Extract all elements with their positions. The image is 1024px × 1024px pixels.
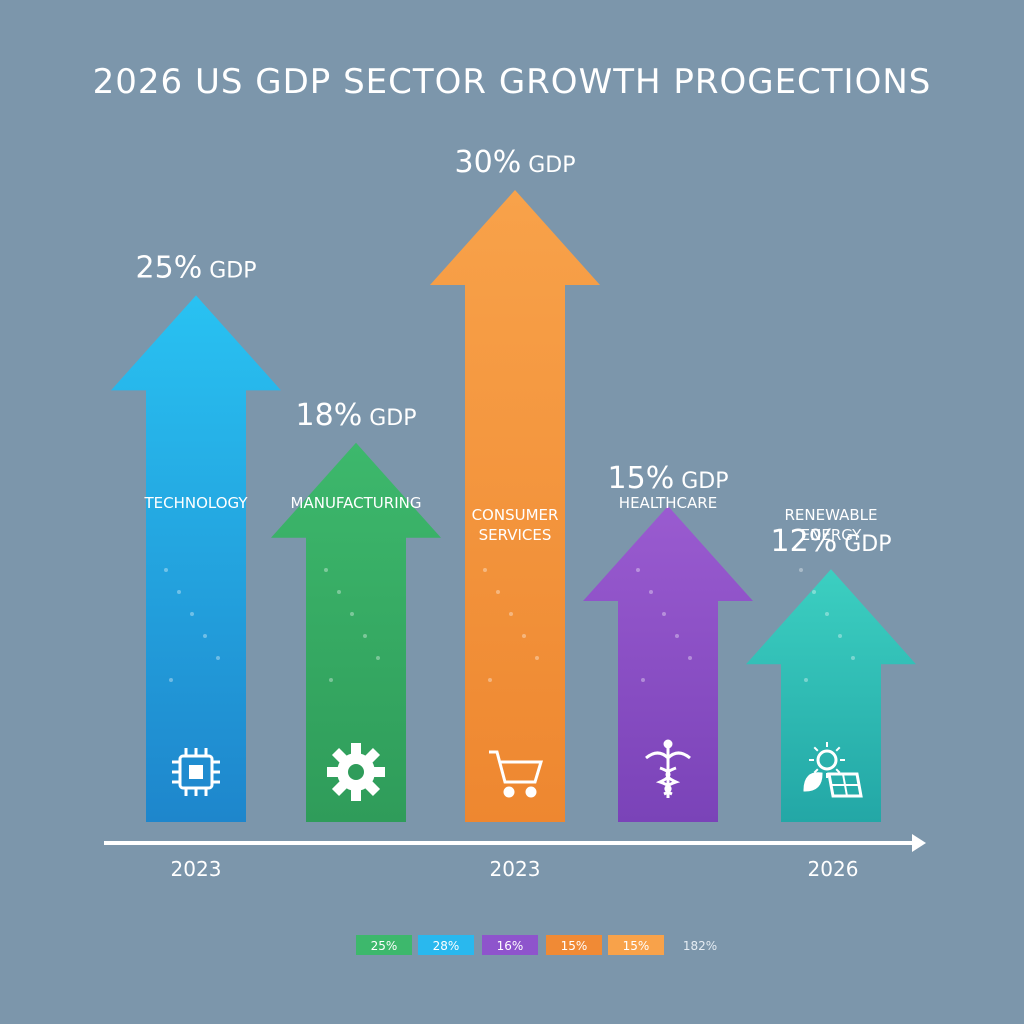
legend-item: 182% bbox=[683, 939, 717, 953]
data-label: 30% GDP bbox=[455, 145, 576, 180]
decor-dot bbox=[509, 612, 513, 616]
category-label: RENEWABLE ENERGY bbox=[785, 506, 878, 544]
decor-dot bbox=[169, 678, 173, 682]
solar-panel-icon bbox=[803, 742, 863, 798]
decor-dot bbox=[324, 568, 328, 572]
legend-label: 28% bbox=[433, 939, 460, 953]
x-tick-label: 2023 bbox=[171, 857, 222, 881]
decor-dot bbox=[376, 656, 380, 660]
decor-dot bbox=[641, 678, 645, 682]
legend-label: 25% bbox=[371, 939, 398, 953]
gear-icon bbox=[327, 743, 385, 801]
legend-item: 16% bbox=[482, 935, 538, 955]
data-label: 18% GDP bbox=[296, 398, 417, 433]
legend-item: 15% bbox=[608, 935, 664, 955]
decor-dot bbox=[675, 634, 679, 638]
decor-dot bbox=[203, 634, 207, 638]
decor-dot bbox=[812, 590, 816, 594]
decor-dot bbox=[649, 590, 653, 594]
microchip-icon bbox=[172, 748, 220, 796]
x-tick-label: 2026 bbox=[808, 857, 859, 881]
shopping-cart-icon bbox=[489, 750, 544, 798]
decor-dot bbox=[799, 568, 803, 572]
decor-dot bbox=[350, 612, 354, 616]
x-axis: 2023 2023 2026 bbox=[104, 834, 926, 881]
legend-item: 25% bbox=[356, 935, 412, 955]
legend-item: 28% bbox=[418, 935, 474, 955]
decor-dot bbox=[329, 678, 333, 682]
decor-dot bbox=[662, 612, 666, 616]
legend-swatch bbox=[356, 935, 412, 955]
bar-group: 25% GDP TECHNOLOGY bbox=[111, 250, 281, 822]
decor-dot bbox=[804, 678, 808, 682]
bar-group: 30% GDP CONSUMER SERVICES bbox=[430, 145, 600, 822]
legend-swatch bbox=[608, 935, 664, 955]
decor-dot bbox=[337, 590, 341, 594]
decor-dot bbox=[825, 612, 829, 616]
legend-swatch bbox=[418, 935, 474, 955]
category-label: MANUFACTURING bbox=[291, 494, 422, 512]
decor-dot bbox=[488, 678, 492, 682]
bar-consumer-services bbox=[430, 190, 600, 822]
bar-manufacturing bbox=[271, 442, 441, 822]
x-axis-arrowhead bbox=[912, 834, 926, 852]
decor-dot bbox=[636, 568, 640, 572]
decor-dot bbox=[216, 656, 220, 660]
data-label: 12% GDP bbox=[771, 524, 892, 559]
decor-dot bbox=[838, 634, 842, 638]
bar-healthcare bbox=[583, 506, 753, 822]
bars: 25% GDP TECHNOLOGY 18% GDP MANUFACTURING 30%… bbox=[111, 145, 916, 822]
legend-label: 16% bbox=[497, 939, 524, 953]
category-label: TECHNOLOGY bbox=[143, 494, 248, 512]
chart-title: 2026 US GDP SECTOR GROWTH PROGECTIONS bbox=[92, 62, 932, 102]
legend-item: 15% bbox=[546, 935, 602, 955]
category-label: CONSUMER SERVICES bbox=[472, 506, 559, 544]
decor-dot bbox=[483, 568, 487, 572]
legend: 25% 28% 16% 15% 15% 182% bbox=[356, 935, 717, 955]
legend-label: 182% bbox=[683, 939, 717, 953]
bar-group: 18% GDP MANUFACTURING bbox=[271, 398, 441, 822]
bar-technology bbox=[111, 295, 281, 822]
decor-dot bbox=[522, 634, 526, 638]
decor-dot bbox=[851, 656, 855, 660]
legend-label: 15% bbox=[623, 939, 650, 953]
caduceus-icon bbox=[645, 739, 691, 798]
decor-dot bbox=[190, 612, 194, 616]
decor-dot bbox=[363, 634, 367, 638]
data-label: 25% GDP bbox=[136, 250, 257, 285]
legend-label: 15% bbox=[561, 939, 588, 953]
bar-renewable-energy bbox=[746, 569, 916, 822]
x-tick-label: 2023 bbox=[490, 857, 541, 881]
decor-dot bbox=[496, 590, 500, 594]
decor-dot bbox=[535, 656, 539, 660]
decor-dot bbox=[164, 568, 168, 572]
decor-dot bbox=[688, 656, 692, 660]
legend-swatch bbox=[482, 935, 538, 955]
legend-swatch bbox=[546, 935, 602, 955]
decor-dot bbox=[177, 590, 181, 594]
category-label: HEALTHCARE bbox=[619, 494, 717, 512]
data-label: 15% GDP bbox=[608, 461, 729, 496]
